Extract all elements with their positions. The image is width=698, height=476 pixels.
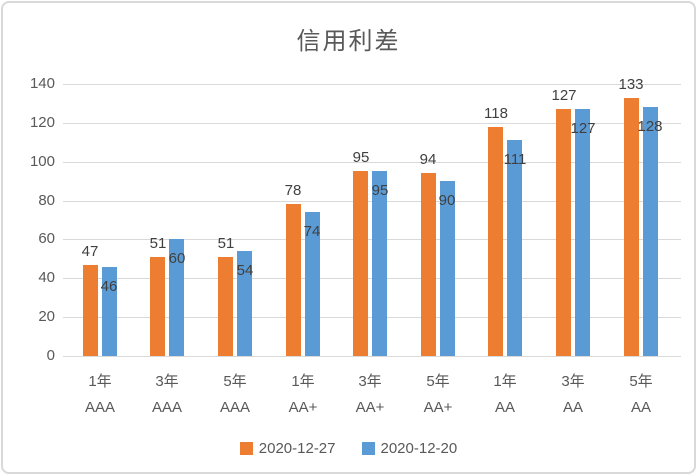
bar-2020-12-20-1年AA [507, 140, 522, 356]
data-label: 74 [303, 223, 321, 240]
data-label: 94 [419, 151, 437, 168]
bar-2020-12-27-1年AA [488, 127, 503, 356]
chart-title: 信用利差 [296, 27, 401, 55]
category-term: 5年 [629, 373, 653, 390]
data-label: 78 [284, 182, 302, 199]
bar-2020-12-20-1年AAA [102, 267, 117, 356]
x-axis-category-label: 1年 AAA [64, 369, 136, 421]
category-term: 3年 [155, 373, 179, 390]
data-label: 90 [438, 192, 456, 209]
legend-label: 2020-12-27 [258, 440, 336, 457]
category-rating: AA+ [423, 399, 453, 416]
bar-2020-12-20-5年AA+ [440, 181, 455, 356]
category-term: 1年 [291, 373, 315, 390]
data-label: 118 [484, 105, 508, 122]
bar-2020-12-20-3年AAA [169, 239, 184, 356]
x-axis-category-label: 5年 AA [605, 369, 677, 421]
bar-2020-12-20-3年AA+ [372, 171, 387, 356]
x-axis-line [63, 356, 681, 357]
category-rating: AA [562, 399, 583, 416]
legend-swatch-icon [239, 442, 253, 455]
category-rating: AAA [84, 399, 115, 416]
data-label: 60 [168, 250, 186, 267]
data-label: 51 [149, 235, 167, 252]
category-rating: AA+ [355, 399, 385, 416]
category-rating: AA+ [288, 399, 318, 416]
x-axis-category-label: 3年 AA [537, 369, 609, 421]
y-tick-label: 100 [29, 153, 55, 170]
y-tick-label: 20 [38, 308, 55, 325]
x-axis-category-label: 3年 AA+ [334, 369, 406, 421]
y-tick-label: 80 [38, 192, 55, 209]
data-label: 51 [217, 235, 235, 252]
x-axis-category-label: 5年 AA+ [402, 369, 474, 421]
y-tick-label: 40 [38, 269, 55, 286]
legend-item-2020-12-27: 2020-12-27 [239, 440, 336, 457]
x-axis-category-label: 1年 AA [469, 369, 541, 421]
x-axis-category-label: 5年 AAA [199, 369, 271, 421]
data-label: 127 [570, 120, 596, 137]
bar-2020-12-27-5年AAA [218, 257, 233, 356]
chart-legend: 2020-12-27 2020-12-20 [3, 440, 694, 457]
category-term: 1年 [493, 373, 517, 390]
legend-item-2020-12-20: 2020-12-20 [361, 440, 458, 457]
y-tick-label: 140 [29, 75, 55, 92]
bar-2020-12-27-1年AAA [83, 265, 98, 356]
category-rating: AAA [151, 399, 182, 416]
bar-2020-12-27-3年AA+ [353, 171, 368, 356]
bar-2020-12-27-5年AA [624, 98, 639, 356]
gridline [63, 162, 681, 163]
data-label: 46 [100, 278, 118, 295]
data-label: 127 [551, 87, 577, 104]
category-rating: AAA [219, 399, 250, 416]
category-term: 1年 [88, 373, 112, 390]
x-axis-category-label: 1年 AA+ [267, 369, 339, 421]
gridline [63, 123, 681, 124]
gridline [63, 84, 681, 85]
data-label: 133 [618, 76, 644, 93]
data-label: 47 [81, 243, 99, 260]
bar-2020-12-20-3年AA [575, 109, 590, 356]
data-label: 54 [236, 262, 254, 279]
data-label: 111 [503, 151, 527, 168]
category-rating: AA [494, 399, 515, 416]
data-label: 95 [371, 182, 389, 199]
bar-2020-12-27-3年AA [556, 109, 571, 356]
bar-2020-12-20-1年AA+ [305, 212, 320, 356]
bar-2020-12-20-5年AAA [237, 251, 252, 356]
legend-swatch-icon [361, 442, 375, 455]
y-tick-label: 0 [46, 347, 55, 364]
category-term: 3年 [561, 373, 585, 390]
bar-2020-12-20-5年AA [643, 107, 658, 356]
legend-label: 2020-12-20 [380, 440, 458, 457]
y-tick-label: 120 [29, 114, 55, 131]
bar-2020-12-27-5年AA+ [421, 173, 436, 356]
category-rating: AA [630, 399, 651, 416]
y-tick-label: 60 [38, 230, 55, 247]
bar-2020-12-27-3年AAA [150, 257, 165, 356]
category-term: 3年 [358, 373, 382, 390]
category-term: 5年 [426, 373, 450, 390]
bar-2020-12-27-1年AA+ [286, 204, 301, 356]
category-term: 5年 [223, 373, 247, 390]
data-label: 128 [637, 118, 663, 135]
data-label: 95 [352, 149, 370, 166]
x-axis-category-label: 3年 AAA [131, 369, 203, 421]
